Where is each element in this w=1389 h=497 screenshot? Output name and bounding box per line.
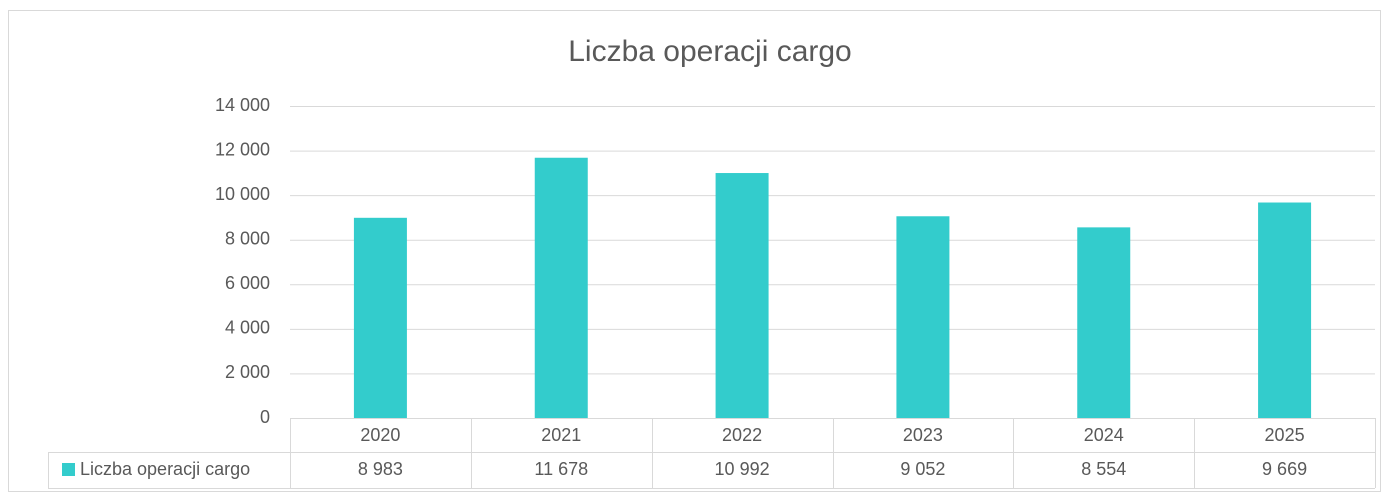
bar [353,217,407,418]
bar [1077,227,1131,418]
data-table-value: 8 554 [1081,459,1126,479]
data-table-value: 8 983 [358,459,403,479]
x-tick-label: 2022 [722,425,762,445]
data-table-value: 11 678 [534,459,588,479]
bar [896,216,950,418]
y-tick-label: 0 [260,407,270,427]
y-tick-label: 2 000 [225,362,270,382]
x-tick-label: 2021 [541,425,581,445]
legend-swatch [62,463,75,476]
y-tick-label: 10 000 [215,184,270,204]
data-table-value: 9 669 [1262,459,1307,479]
bar [1258,202,1312,418]
chart-title: Liczba operacji cargo [568,35,852,68]
y-tick-label: 12 000 [215,139,270,159]
x-tick-label: 2020 [360,425,400,445]
data-table-value: 9 052 [900,459,945,479]
data-table-value: 10 992 [715,459,770,479]
y-tick-label: 14 000 [215,95,270,115]
x-tick-label: 2023 [903,425,943,445]
x-tick-label: 2024 [1084,425,1124,445]
y-tick-label: 6 000 [225,273,270,293]
legend-label: Liczba operacji cargo [80,459,250,479]
x-tick-label: 2025 [1265,425,1305,445]
y-tick-label: 4 000 [225,318,270,338]
bar [715,173,769,418]
bar [534,157,588,418]
chart-frame [8,10,1381,492]
y-tick-label: 8 000 [225,228,270,248]
